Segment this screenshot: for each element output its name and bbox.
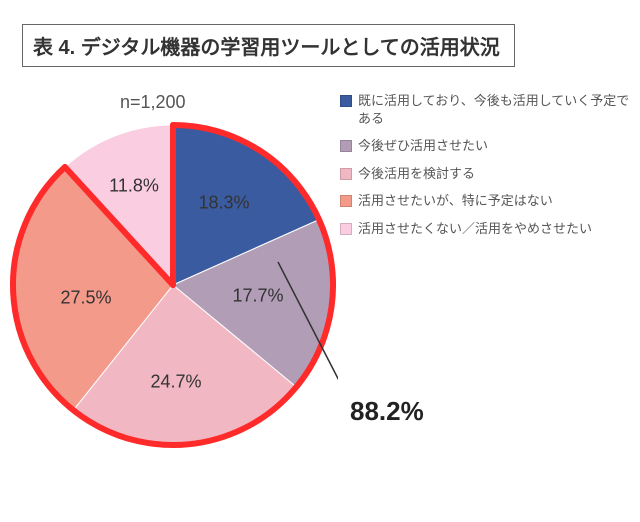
legend-swatch [340,95,352,107]
legend: 既に活用しており、今後も活用していく予定である 今後ぜひ活用させたい 今後活用を… [340,92,632,247]
legend-swatch [340,168,352,180]
sample-size-label: n=1,200 [120,92,186,113]
legend-swatch [340,223,352,235]
slice-label: 27.5% [60,288,111,309]
legend-item: 今後活用を検討する [340,165,632,183]
legend-item: 活用させたいが、特に予定はない [340,192,632,210]
legend-label: 活用させたくない／活用をやめさせたい [358,220,632,238]
legend-label: 既に活用しており、今後も活用していく予定である [358,92,632,127]
slice-label: 17.7% [232,286,283,307]
legend-label: 今後活用を検討する [358,165,632,183]
slice-label: 18.3% [198,193,249,214]
legend-swatch [340,140,352,152]
chart-title: 表 4. デジタル機器の学習用ツールとしての活用状況 [22,24,515,67]
legend-label: 活用させたいが、特に予定はない [358,192,632,210]
pie-chart: 18.3% 17.7% 24.7% 27.5% 11.8% [8,120,338,450]
legend-item: 既に活用しており、今後も活用していく予定である [340,92,632,127]
legend-swatch [340,195,352,207]
legend-item: 活用させたくない／活用をやめさせたい [340,220,632,238]
highlight-callout: 88.2% [350,396,424,427]
legend-label: 今後ぜひ活用させたい [358,137,632,155]
slice-label: 11.8% [109,176,159,197]
legend-item: 今後ぜひ活用させたい [340,137,632,155]
slice-label: 24.7% [150,372,201,393]
